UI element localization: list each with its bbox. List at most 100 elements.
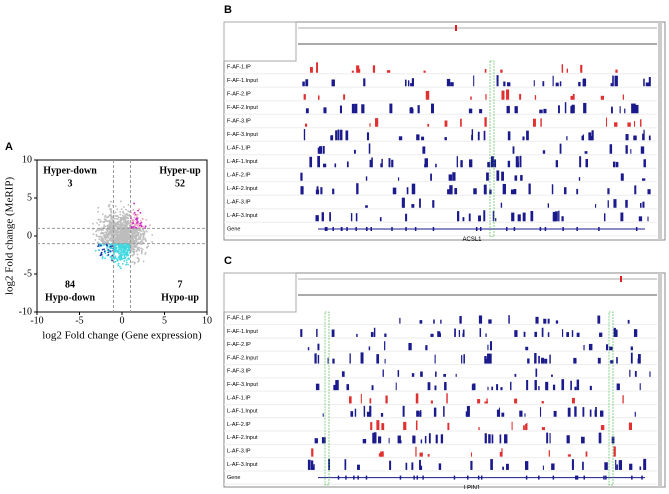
coverage-bar (570, 380, 572, 391)
coverage-bar (388, 158, 391, 168)
scatter-point (100, 253, 103, 256)
scatter-point (132, 248, 135, 251)
coverage-bar (616, 357, 618, 364)
coverage-bar (634, 185, 637, 195)
coverage-bar (558, 105, 560, 114)
coverage-bar (343, 94, 346, 100)
scatter-point (140, 251, 143, 253)
scatter-point (126, 234, 128, 237)
scatter-point (142, 237, 145, 239)
coverage-bar (547, 318, 550, 324)
coverage-bar (589, 409, 592, 417)
scatter-point (110, 258, 113, 261)
scatter-point (127, 257, 130, 260)
scatter-point (137, 233, 140, 236)
scatter-point (111, 254, 114, 257)
scatter-point (142, 225, 145, 228)
coverage-bar (616, 464, 618, 470)
coverage-bar (419, 459, 421, 470)
scatter-point (136, 257, 139, 259)
coverage-bar (409, 107, 413, 114)
coverage-bar (434, 354, 436, 364)
coverage-bar (649, 371, 651, 377)
coverage-bar (549, 354, 551, 364)
scatter-point (119, 254, 121, 257)
scatter-point (118, 238, 121, 241)
coverage-bar (415, 393, 419, 404)
coverage-bar (519, 410, 523, 417)
coverage-bar (408, 342, 412, 351)
exon (326, 227, 328, 231)
exon (538, 475, 540, 480)
coverage-bar (373, 432, 375, 444)
coverage-bar (382, 369, 384, 377)
scatter-point (122, 248, 125, 251)
scatter-point (97, 229, 100, 232)
scatter-point (125, 252, 127, 254)
scatter-point (109, 208, 112, 211)
scatter-point (139, 211, 142, 214)
coverage-bar (581, 436, 583, 444)
coverage-bar (627, 319, 630, 324)
scatter-point (120, 224, 123, 227)
scatter-point (124, 235, 127, 238)
coverage-bar (369, 159, 372, 168)
scatter-point (123, 255, 126, 258)
coverage-bar (499, 434, 502, 444)
scatter-point (142, 232, 144, 235)
coverage-bar (363, 78, 366, 87)
coverage-bar (314, 438, 318, 444)
coverage-bar (449, 185, 453, 195)
coverage-bar (444, 137, 447, 141)
coverage-bar (570, 95, 574, 100)
scatter-point (108, 231, 111, 234)
coverage-bar (457, 211, 460, 222)
scatter-point (123, 221, 126, 224)
coverage-bar (447, 422, 450, 431)
coverage-bar (620, 212, 624, 222)
coverage-bar (613, 199, 617, 208)
scatter-point (109, 237, 111, 240)
coverage-bar (489, 189, 492, 195)
scatter-point (119, 213, 122, 216)
coverage-bar (334, 163, 337, 168)
coverage-bar (616, 383, 620, 391)
exon (332, 227, 334, 231)
coverage-bar (350, 213, 353, 222)
coverage-bar (362, 438, 367, 444)
scatter-point (140, 221, 143, 224)
coverage-bar (360, 393, 362, 404)
scatter-point (100, 228, 103, 231)
scatter-point (144, 225, 147, 228)
exon (539, 227, 542, 231)
scatter-point (113, 225, 116, 228)
scatter-point (104, 231, 106, 234)
scatter-point (118, 246, 121, 248)
scatter-point (132, 261, 134, 263)
scatter-point (115, 236, 118, 238)
coverage-bar (322, 437, 326, 444)
scatter-point (118, 265, 121, 268)
scatter-point (126, 249, 129, 252)
scatter-point (107, 251, 110, 254)
coverage-bar (397, 370, 400, 377)
coverage-bar (313, 464, 315, 470)
track-label: F-AF-1.IP (227, 64, 251, 70)
coverage-bar (416, 134, 420, 141)
scatter-point (110, 215, 113, 218)
coverage-bar (421, 136, 425, 141)
coverage-bar (501, 90, 505, 100)
coverage-bar (615, 161, 619, 168)
scatter-point (122, 250, 125, 253)
coverage-bar (468, 108, 473, 114)
track-label: Gene (227, 226, 240, 232)
coverage-bar (541, 400, 544, 404)
coverage-bar (641, 178, 646, 181)
coverage-bar (571, 459, 574, 470)
coverage-bar (534, 95, 537, 100)
coverage-bar (366, 411, 371, 417)
coverage-bar (614, 122, 618, 127)
track-label: F-AF-2.IP (227, 91, 251, 97)
scatter-point (101, 213, 104, 216)
coverage-bar (380, 163, 382, 168)
